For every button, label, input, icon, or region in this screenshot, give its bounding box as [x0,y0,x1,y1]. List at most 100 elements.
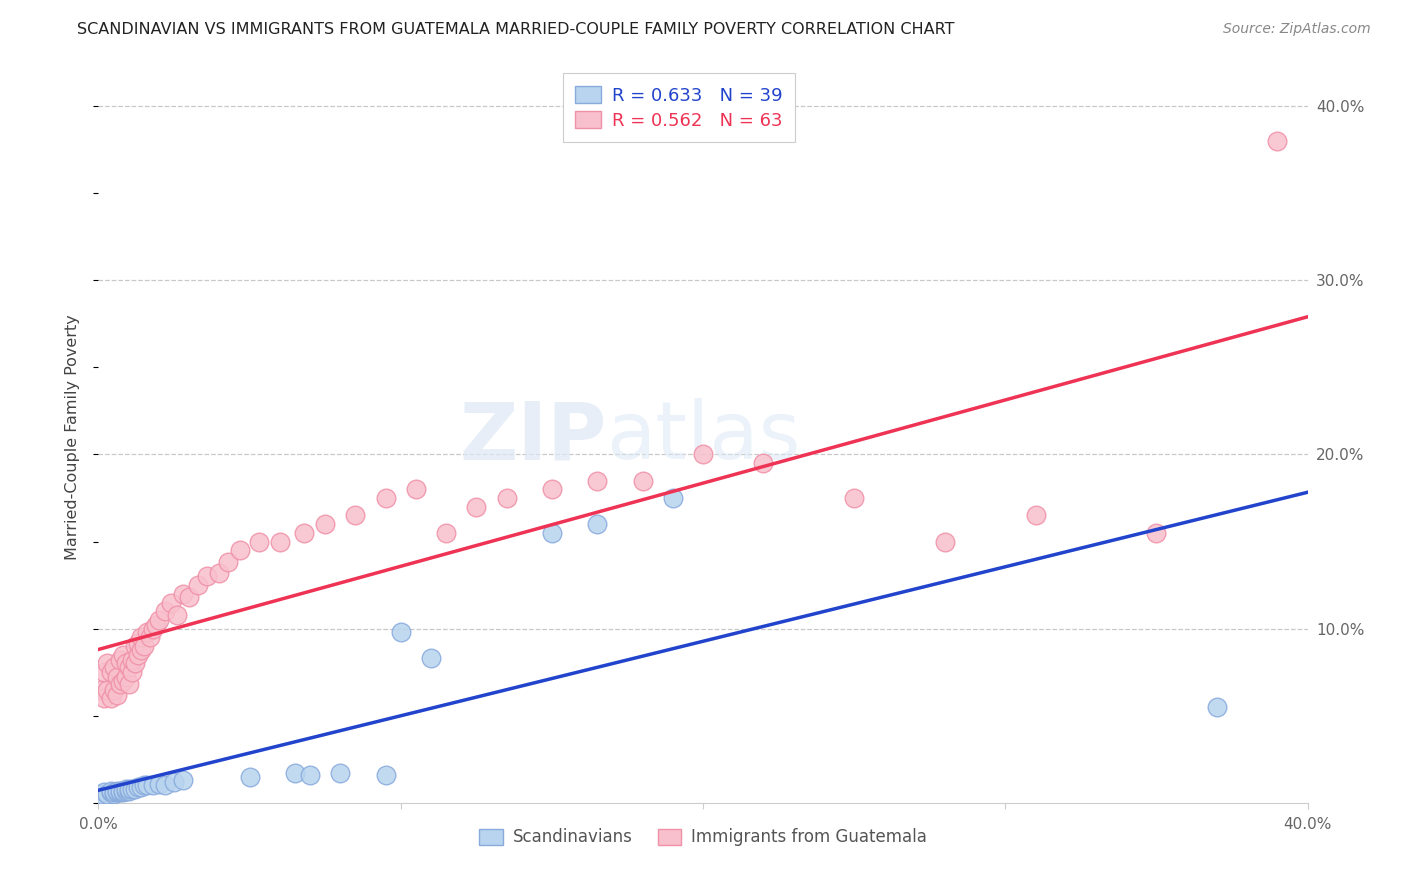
Point [114,657,136,671]
Point [127,635,149,649]
Point [1024,508,1046,523]
Point [239,770,262,784]
Point [586,474,609,488]
Point [434,525,457,540]
Point [172,773,194,788]
Point [118,781,141,796]
Point [217,556,239,570]
Point [124,657,146,671]
Point [247,534,270,549]
Point [135,625,157,640]
Point [129,631,152,645]
Point [1206,700,1229,714]
Point [105,783,128,797]
Point [934,534,956,549]
Point [540,525,562,540]
Point [118,783,141,797]
Point [114,783,136,797]
Point [142,778,165,792]
Point [121,653,143,667]
Point [329,766,352,780]
Point [124,639,146,653]
Point [1267,134,1289,148]
Point [135,778,157,792]
Point [100,785,122,799]
Point [163,775,186,789]
Point [108,785,131,799]
Point [105,785,128,799]
Text: SCANDINAVIAN VS IMMIGRANTS FROM GUATEMALA MARRIED-COUPLE FAMILY POVERTY CORRELAT: SCANDINAVIAN VS IMMIGRANTS FROM GUATEMAL… [77,22,955,37]
Y-axis label: Married-Couple Family Poverty: Married-Couple Family Poverty [65,314,80,560]
Point [103,660,125,674]
Point [96,682,118,697]
Point [129,642,152,657]
Point [96,787,118,801]
Point [129,780,152,794]
Point [105,670,128,684]
Point [160,595,183,609]
Point [103,787,125,801]
Point [139,631,162,645]
Point [540,483,562,497]
Point [208,566,231,580]
Point [111,673,134,688]
Point [142,622,165,636]
Point [103,785,125,799]
Point [127,648,149,662]
Point [153,778,176,792]
Point [93,665,115,680]
Point [344,508,367,523]
Point [153,604,176,618]
Point [121,665,143,680]
Point [93,785,115,799]
Point [314,517,336,532]
Point [465,500,488,514]
Point [100,691,122,706]
Point [420,651,443,665]
Point [229,543,252,558]
Point [118,677,141,691]
Point [103,682,125,697]
Point [93,691,115,706]
Point [179,591,201,605]
Point [111,785,134,799]
Point [108,653,131,667]
Point [124,781,146,796]
Text: ZIP: ZIP [458,398,606,476]
Point [692,448,714,462]
Point [405,483,427,497]
Point [145,618,167,632]
Point [292,525,315,540]
Point [132,639,155,653]
Point [100,665,122,680]
Point [111,648,134,662]
Point [269,534,291,549]
Point [374,491,396,505]
Point [187,578,209,592]
Point [118,660,141,674]
Point [96,657,118,671]
Point [284,766,307,780]
Text: Source: ZipAtlas.com: Source: ZipAtlas.com [1223,22,1371,37]
Point [132,778,155,792]
Point [631,474,654,488]
Point [389,625,412,640]
Point [111,783,134,797]
Point [108,677,131,691]
Point [844,491,866,505]
Point [100,783,122,797]
Point [90,682,112,697]
Point [172,587,194,601]
Point [374,768,396,782]
Point [114,781,136,796]
Point [108,783,131,797]
Point [105,688,128,702]
Legend: Scandinavians, Immigrants from Guatemala: Scandinavians, Immigrants from Guatemala [472,822,934,853]
Point [148,613,170,627]
Point [586,517,609,532]
Point [661,491,683,505]
Point [148,777,170,791]
Point [121,781,143,796]
Point [495,491,517,505]
Point [299,768,322,782]
